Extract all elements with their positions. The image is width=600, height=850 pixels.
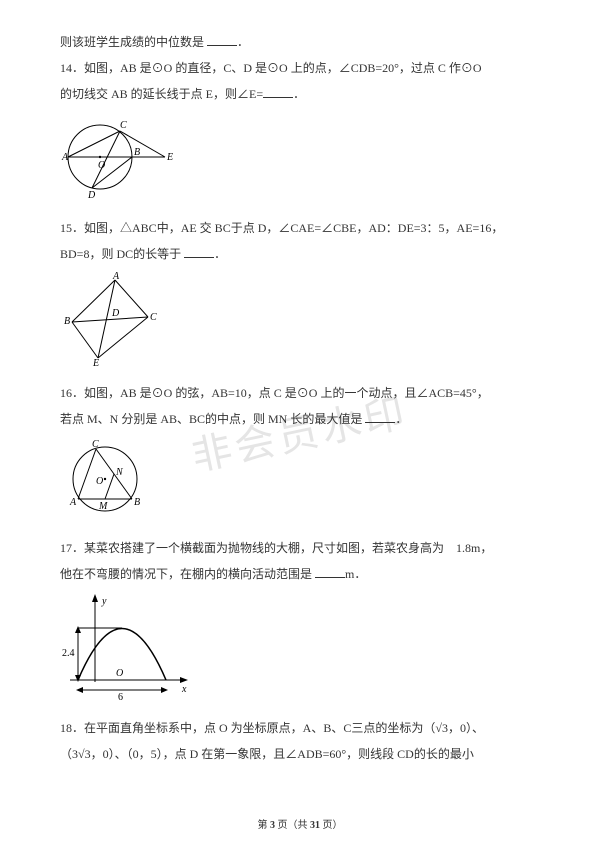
- page-content: 则该班学生成绩的中位数是 ． 14．如图，AB 是⊙O 的直径，C、D 是⊙O …: [60, 30, 540, 766]
- label-M: M: [98, 501, 108, 512]
- q18-t1b: ，0）、: [448, 721, 484, 735]
- q13-text: 则该班学生成绩的中位数是: [60, 35, 204, 49]
- q15-line1: 15．如图，△ABC中，AE 交 BC于点 D，∠CAE=∠CBE，AD：DE=…: [60, 216, 540, 240]
- blank: [263, 84, 293, 98]
- q18-line1: 18．在平面直角坐标系中，点 O 为坐标原点，A、B、C三点的坐标为（√3，0）…: [60, 716, 540, 740]
- label-B: B: [64, 316, 70, 327]
- label-D: D: [111, 308, 120, 319]
- q15-t1: 如图，△ABC中，AE 交 BC于点 D，∠CAE=∠CBE，AD：DE=3：5…: [84, 221, 503, 235]
- page-footer: 第 3 页（共 31 页）: [0, 816, 600, 836]
- q17-num: 17．: [60, 541, 84, 555]
- footer-total: 31: [310, 820, 320, 831]
- exam-page: 非会员水印 则该班学生成绩的中位数是 ． 14．如图，AB 是⊙O 的直径，C、…: [0, 0, 600, 850]
- q16-figure: A B C M N O: [60, 437, 540, 530]
- footer-pre: 第: [258, 820, 271, 831]
- blank: [315, 564, 345, 578]
- label-w: 6: [118, 692, 123, 702]
- blank: [207, 32, 237, 46]
- q16-t1: 如图，AB 是⊙O 的弦，AB=10，点 C 是⊙O 上的一个动点，且∠ACB=…: [84, 386, 489, 400]
- footer-post: 页）: [320, 820, 343, 831]
- q14-line1: 14．如图，AB 是⊙O 的直径，C、D 是⊙O 上的点，∠CDB=20°，过点…: [60, 56, 540, 80]
- q16-num: 16．: [60, 386, 84, 400]
- q15-t2: BD=8，则 DC的长等于: [60, 247, 181, 261]
- label-O: O: [98, 160, 105, 171]
- label-O: O: [116, 668, 123, 679]
- q14-num: 14．: [60, 61, 84, 75]
- label-B: B: [134, 497, 140, 508]
- blank: [184, 244, 214, 258]
- q18-t1a: 在平面直角坐标系中，点 O 为坐标原点，A、B、C三点的坐标为（: [84, 721, 435, 735]
- label-N: N: [115, 467, 124, 478]
- label-E: E: [166, 152, 173, 163]
- q18-t2b: ，0）、（0，5），点 D 在第一象限，且∠ADB=60°，则线段 CD的长的最…: [91, 747, 474, 761]
- label-A: A: [69, 497, 77, 508]
- label-E: E: [92, 358, 99, 367]
- label-B: B: [134, 147, 140, 158]
- q14-figure: A B C D E O: [60, 112, 540, 210]
- sqrt3b: √3: [78, 747, 91, 761]
- label-h: 2.4: [62, 648, 75, 659]
- label-C: C: [120, 120, 127, 131]
- q17-t1: 某菜农搭建了一个横截面为抛物线的大棚，尺寸如图，若菜农身高为: [84, 541, 444, 555]
- label-x: x: [181, 684, 187, 695]
- q17-t2: 他在不弯腰的情况下，在棚内的横向活动范围是: [60, 567, 312, 581]
- label-O: O: [96, 476, 103, 487]
- q16-line2: 若点 M、N 分别是 AB、BC的中点，则 MN 长的最大值是 ．: [60, 407, 540, 431]
- q17-h: 1.8m，: [456, 541, 492, 555]
- footer-mid: 页（共: [275, 820, 310, 831]
- q16-line1: 16．如图，AB 是⊙O 的弦，AB=10，点 C 是⊙O 上的一个动点，且∠A…: [60, 381, 540, 405]
- q13-tail: 则该班学生成绩的中位数是 ．: [60, 30, 540, 54]
- q15-figure: A B C D E: [60, 272, 540, 375]
- q15-line2: BD=8，则 DC的长等于 ．: [60, 242, 540, 266]
- q14-t2: 的切线交 AB 的延长线于点 E，则∠E=: [60, 87, 263, 101]
- label-D: D: [87, 190, 96, 201]
- q17-unit: m．: [345, 567, 366, 581]
- q18-t2a: （3: [60, 747, 78, 761]
- q16-t2: 若点 M、N 分别是 AB、BC的中点，则 MN 长的最大值是: [60, 412, 362, 426]
- sqrt3a: √3: [435, 721, 448, 735]
- q17-figure: y x O 2.4 6: [60, 592, 540, 710]
- label-A: A: [61, 152, 69, 163]
- q18-num: 18．: [60, 721, 84, 735]
- q15-num: 15．: [60, 221, 84, 235]
- label-C: C: [150, 312, 157, 323]
- q18-line2: （3√3，0）、（0，5），点 D 在第一象限，且∠ADB=60°，则线段 CD…: [60, 742, 540, 766]
- q14-line2: 的切线交 AB 的延长线于点 E，则∠E=．: [60, 82, 540, 106]
- blank: [365, 409, 395, 423]
- label-y: y: [101, 596, 107, 607]
- label-C: C: [92, 439, 99, 450]
- q17-line2: 他在不弯腰的情况下，在棚内的横向活动范围是 m．: [60, 562, 540, 586]
- q14-t1: 如图，AB 是⊙O 的直径，C、D 是⊙O 上的点，∠CDB=20°，过点 C …: [84, 61, 482, 75]
- q17-line1: 17．某菜农搭建了一个横截面为抛物线的大棚，尺寸如图，若菜农身高为 1.8m，: [60, 536, 540, 560]
- label-A: A: [112, 272, 120, 282]
